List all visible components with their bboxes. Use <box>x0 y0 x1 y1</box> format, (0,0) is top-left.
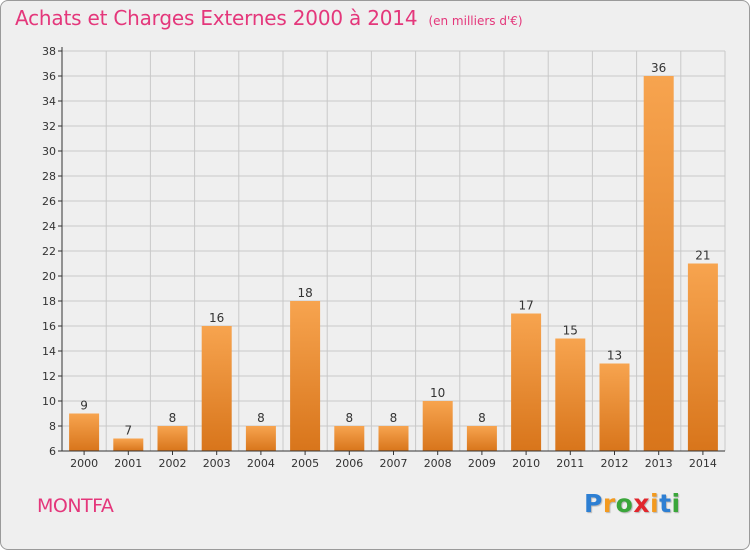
bar-2013 <box>643 76 674 451</box>
y-tick-label: 20 <box>42 270 56 283</box>
y-tick-label: 36 <box>42 70 56 83</box>
bar-2014 <box>687 263 718 451</box>
value-label: 8 <box>257 411 265 425</box>
logo-letter: t <box>659 489 672 518</box>
bar-2006 <box>334 426 365 451</box>
labels: 6 8 10 12 14 16 18 20 22 24 26 28 30 32 34 36 38 9 2000 7 20… <box>42 45 717 470</box>
logo-letter: r <box>602 489 616 518</box>
y-tick-label: 38 <box>42 45 56 58</box>
y-tick-label: 12 <box>42 370 56 383</box>
x-tick-label: 2001 <box>114 457 142 470</box>
commune-name: MONTFA <box>37 495 114 517</box>
logo-letter: o <box>615 489 634 518</box>
x-tick-label: 2010 <box>512 457 540 470</box>
x-tick-label: 2008 <box>424 457 452 470</box>
chart-title-row: Achats et Charges Externes 2000 à 2014 (… <box>15 6 523 30</box>
x-tick-label: 2006 <box>335 457 363 470</box>
x-tick-label: 2014 <box>689 457 717 470</box>
value-label: 16 <box>209 311 224 325</box>
bar-2001 <box>113 438 144 451</box>
value-label: 13 <box>607 349 622 363</box>
proxiti-logo: Proxiti <box>584 489 681 518</box>
x-tick-label: 2004 <box>247 457 275 470</box>
bars <box>69 76 718 451</box>
value-label: 21 <box>695 249 710 263</box>
bar-2011 <box>555 338 586 451</box>
bar-2000 <box>69 413 100 451</box>
value-label: 10 <box>430 386 445 400</box>
x-tick-label: 2013 <box>645 457 673 470</box>
y-tick-label: 16 <box>42 320 56 333</box>
bar-2003 <box>201 326 232 451</box>
bar-2009 <box>466 426 497 451</box>
y-tick-label: 26 <box>42 195 56 208</box>
bar-2010 <box>511 313 542 451</box>
bar-2008 <box>422 401 453 451</box>
value-label: 36 <box>651 61 666 75</box>
chart-subtitle: (en milliers d'€) <box>428 14 523 28</box>
bar-2012 <box>599 363 630 451</box>
y-tick-label: 22 <box>42 245 56 258</box>
x-tick-label: 2000 <box>70 457 98 470</box>
bar-2007 <box>378 426 409 451</box>
value-label: 9 <box>80 399 88 413</box>
x-tick-label: 2012 <box>601 457 629 470</box>
value-label: 8 <box>478 411 486 425</box>
x-tick-label: 2003 <box>203 457 231 470</box>
logo-letter: i <box>671 489 681 518</box>
value-label: 7 <box>124 424 132 438</box>
chart-title: Achats et Charges Externes 2000 à 2014 <box>15 6 418 30</box>
y-tick-label: 34 <box>42 95 56 108</box>
value-label: 8 <box>345 411 353 425</box>
x-tick-label: 2011 <box>556 457 584 470</box>
x-tick-label: 2002 <box>159 457 187 470</box>
y-tick-label: 8 <box>49 420 56 433</box>
y-tick-label: 18 <box>42 295 56 308</box>
value-label: 18 <box>297 286 312 300</box>
y-tick-label: 28 <box>42 170 56 183</box>
axes <box>58 47 725 455</box>
y-tick-label: 6 <box>49 445 56 458</box>
bar-2005 <box>290 301 321 451</box>
logo-letter: i <box>650 489 660 518</box>
x-tick-label: 2007 <box>380 457 408 470</box>
x-tick-label: 2005 <box>291 457 319 470</box>
x-tick-label: 2009 <box>468 457 496 470</box>
logo-letter: x <box>633 489 650 518</box>
y-tick-label: 32 <box>42 120 56 133</box>
y-tick-label: 24 <box>42 220 56 233</box>
value-label: 8 <box>390 411 398 425</box>
y-tick-label: 30 <box>42 145 56 158</box>
value-label: 8 <box>169 411 177 425</box>
y-tick-label: 14 <box>42 345 56 358</box>
value-label: 17 <box>518 299 533 313</box>
y-tick-label: 10 <box>42 395 56 408</box>
value-label: 15 <box>563 324 578 338</box>
logo-letter: P <box>584 489 603 518</box>
bar-2004 <box>245 426 276 451</box>
bar-2002 <box>157 426 188 451</box>
